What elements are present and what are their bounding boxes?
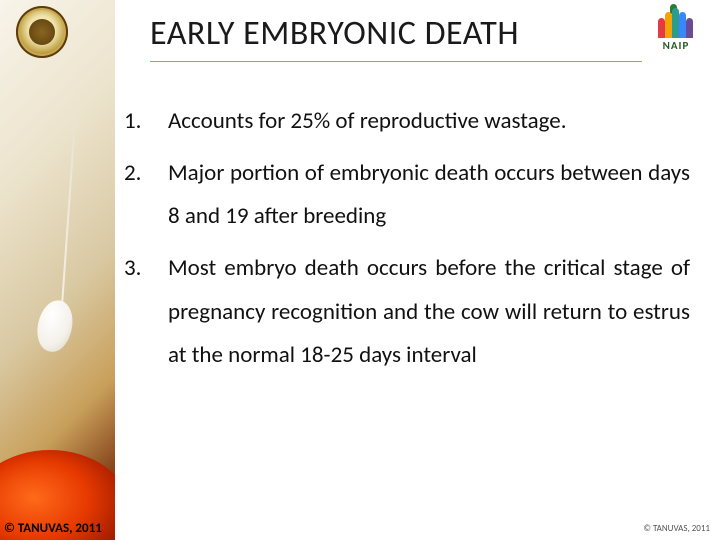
copyright-right: © TANUVAS, 2011 [643, 523, 710, 534]
slide-title: EARLY EMBRYONIC DEATH [150, 13, 519, 54]
sperm-tail-illustration [60, 61, 80, 321]
list-item: Accounts for 25% of reproductive wastage… [118, 100, 690, 144]
left-decorative-band [0, 0, 115, 540]
slide: NAIP EARLY EMBRYONIC DEATH Accounts for … [0, 0, 720, 540]
slide-title-container: EARLY EMBRYONIC DEATH [150, 6, 642, 62]
university-emblem-icon [16, 6, 68, 58]
bullet-list: Accounts for 25% of reproductive wastage… [118, 100, 690, 378]
sperm-head-illustration [33, 297, 77, 355]
slide-body: Accounts for 25% of reproductive wastage… [118, 100, 690, 510]
list-item: Most embryo death occurs before the crit… [118, 247, 690, 378]
naip-label: NAIP [646, 39, 706, 52]
list-item: Major portion of embryonic death occurs … [118, 152, 690, 239]
copyright-left: © TANUVAS, 2011 [4, 521, 102, 536]
naip-logo: NAIP [646, 4, 706, 52]
naip-wheat-icon [656, 4, 696, 38]
